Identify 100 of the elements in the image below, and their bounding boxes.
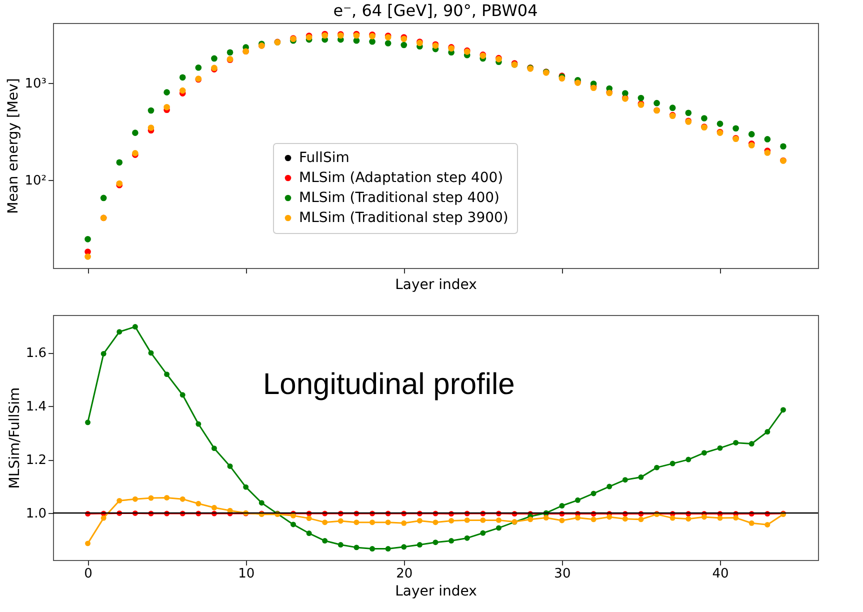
point xyxy=(464,535,470,541)
point xyxy=(638,94,644,102)
annotation: Longitudinal profile xyxy=(263,368,515,401)
point xyxy=(748,131,755,138)
x-tick-label: 20 xyxy=(396,566,413,582)
point xyxy=(528,516,534,522)
point xyxy=(733,440,739,446)
point xyxy=(686,516,692,522)
point xyxy=(686,456,692,462)
point xyxy=(701,450,707,456)
x-tick-label: 40 xyxy=(712,566,729,582)
point xyxy=(764,429,770,434)
point xyxy=(480,530,486,536)
point xyxy=(622,477,628,483)
y-tick-label: 10² xyxy=(24,173,46,188)
legend-label: FullSim xyxy=(299,150,350,166)
y-tick-label: 1.2 xyxy=(26,453,46,468)
point xyxy=(748,441,754,447)
point xyxy=(780,407,786,413)
point xyxy=(717,515,723,521)
point xyxy=(85,540,91,546)
point xyxy=(590,516,596,522)
point xyxy=(590,490,596,496)
point xyxy=(716,120,724,127)
point xyxy=(132,496,138,502)
point xyxy=(116,159,123,166)
point xyxy=(369,38,376,45)
point xyxy=(717,445,723,451)
point xyxy=(432,520,438,526)
point xyxy=(370,546,376,552)
point xyxy=(401,544,407,550)
point xyxy=(164,372,170,378)
point xyxy=(654,464,660,470)
point xyxy=(400,42,408,48)
point xyxy=(306,530,312,536)
point xyxy=(496,517,502,523)
point xyxy=(622,516,628,522)
point xyxy=(211,446,217,452)
point xyxy=(575,497,580,503)
point xyxy=(84,236,91,242)
point xyxy=(670,460,676,466)
point xyxy=(164,104,170,110)
chart-title: e⁻, 64 [GeV], 90°, PBW04 xyxy=(333,1,538,20)
point xyxy=(448,518,454,524)
point xyxy=(748,520,754,526)
point xyxy=(164,495,170,500)
x-tick-label: 30 xyxy=(554,566,571,582)
point xyxy=(322,538,328,544)
point xyxy=(685,110,692,116)
y-tick-label: 1.0 xyxy=(26,506,46,522)
point xyxy=(100,194,107,202)
point xyxy=(226,49,234,56)
point xyxy=(258,500,264,506)
y-tick-label: 1.6 xyxy=(26,346,46,362)
point xyxy=(338,518,344,524)
x-axis-title: Layer index xyxy=(395,584,477,600)
point xyxy=(764,136,771,142)
point xyxy=(211,504,217,510)
point xyxy=(733,515,739,521)
point xyxy=(148,107,154,114)
point xyxy=(243,484,249,490)
point xyxy=(290,522,296,528)
point xyxy=(559,503,565,508)
point xyxy=(606,484,612,490)
point xyxy=(148,350,154,356)
point xyxy=(84,254,91,260)
point xyxy=(701,514,707,520)
legend-label: MLSim (Traditional step 400) xyxy=(299,190,500,206)
legend-label: MLSim (Traditional step 3900) xyxy=(299,210,508,226)
point xyxy=(306,516,312,522)
x-axis-title: Layer index xyxy=(395,277,477,293)
point xyxy=(654,100,660,106)
point xyxy=(196,500,202,506)
point xyxy=(354,544,360,550)
point xyxy=(180,496,186,502)
x-tick-label: 10 xyxy=(238,566,255,582)
y-tick-label: 10³ xyxy=(24,76,46,92)
point xyxy=(432,540,438,546)
point xyxy=(384,40,392,46)
point xyxy=(132,130,138,136)
point xyxy=(100,351,106,356)
point xyxy=(385,546,391,552)
point xyxy=(180,392,186,398)
point xyxy=(227,463,233,469)
point xyxy=(164,89,170,96)
point xyxy=(448,538,454,544)
point xyxy=(354,520,360,526)
point xyxy=(622,90,628,96)
point xyxy=(480,517,486,523)
legend-label: MLSim (Adaptation step 400) xyxy=(299,170,504,186)
point xyxy=(195,64,202,71)
point xyxy=(606,514,612,520)
point xyxy=(85,420,91,426)
x-tick-label: 0 xyxy=(84,566,92,582)
point xyxy=(416,518,422,524)
point xyxy=(575,515,580,521)
point xyxy=(370,520,376,526)
point xyxy=(148,124,154,131)
point xyxy=(116,329,122,335)
point xyxy=(669,104,676,111)
